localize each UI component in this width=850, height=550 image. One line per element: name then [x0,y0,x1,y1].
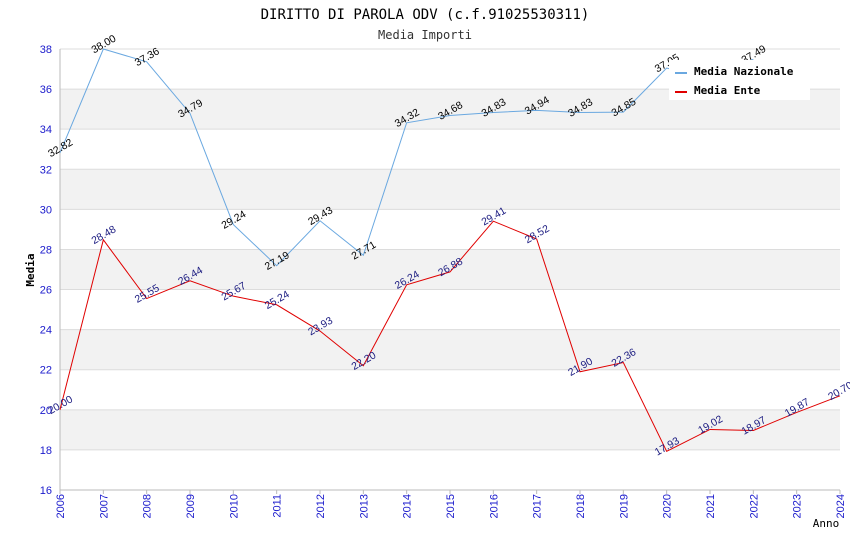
y-tick-label: 32 [40,164,52,176]
series-lines [59,48,841,452]
chart-title: DIRITTO DI PAROLA ODV (c.f.91025530311) [261,7,590,23]
x-tick-label: 2009 [185,494,197,518]
x-tick-label: 2020 [662,494,674,518]
chart-subtitle: Media Importi [378,28,472,42]
x-tick-label: 2019 [618,494,630,518]
data-label: 32.82 [46,136,75,160]
y-tick-label: 38 [40,44,52,56]
x-tick-label: 2014 [402,494,414,518]
y-tick-label: 24 [40,325,52,337]
y-tick-label: 20 [40,405,52,417]
legend-box [669,60,810,100]
y-tick-label: 28 [40,244,52,256]
data-label: 29.24 [219,208,248,232]
y-tick-labels: 16 18 20 22 24 26 28 30 32 34 36 38 [40,44,52,497]
y-tick-label: 36 [40,84,52,96]
x-tick-labels: 2006 2007 2008 2009 2010 2011 2012 2013 2014 2015… [55,490,847,518]
x-tick-label: 2013 [358,494,370,518]
x-axis-label: Anno [813,517,840,530]
x-tick-label: 2016 [488,494,500,518]
grid-band [60,249,840,290]
y-tick-label: 26 [40,285,52,297]
grid-band [60,329,840,370]
x-tick-label: 2017 [532,494,544,518]
y-axis-label: Media [24,253,37,286]
y-tick-label: 22 [40,365,52,377]
x-tick-label: 2006 [55,494,67,518]
data-label: 25.24 [263,288,292,312]
legend-label-nazionale: Media Nazionale [694,65,794,78]
x-tick-label: 2010 [228,494,240,518]
x-tick-label: 2024 [835,494,847,518]
data-label: 28.48 [89,223,118,247]
y-tick-label: 18 [40,445,52,457]
x-tick-label: 2021 [705,494,717,518]
data-label: 20.70 [826,379,850,403]
x-tick-label: 2023 [792,494,804,518]
x-tick-label: 2018 [575,494,587,518]
y-tick-label: 30 [40,204,52,216]
gridlines [60,48,840,491]
grid-bands [60,89,840,450]
series-line-ente [59,220,841,452]
x-tick-label: 2015 [445,494,457,518]
x-tick-label: 2011 [272,494,284,518]
legend: Media Nazionale Media Ente [669,60,810,100]
y-tick-label: 34 [40,124,52,136]
grid-band [60,169,840,210]
x-tick-label: 2012 [315,494,327,518]
x-tick-label: 2022 [748,494,760,518]
series-line-nazionale [59,48,754,267]
y-tick-label: 16 [40,485,52,497]
x-tick-label: 2007 [98,494,110,518]
x-tick-label: 2008 [142,494,154,518]
data-label: 28.52 [523,223,552,247]
legend-label-ente: Media Ente [694,84,761,97]
